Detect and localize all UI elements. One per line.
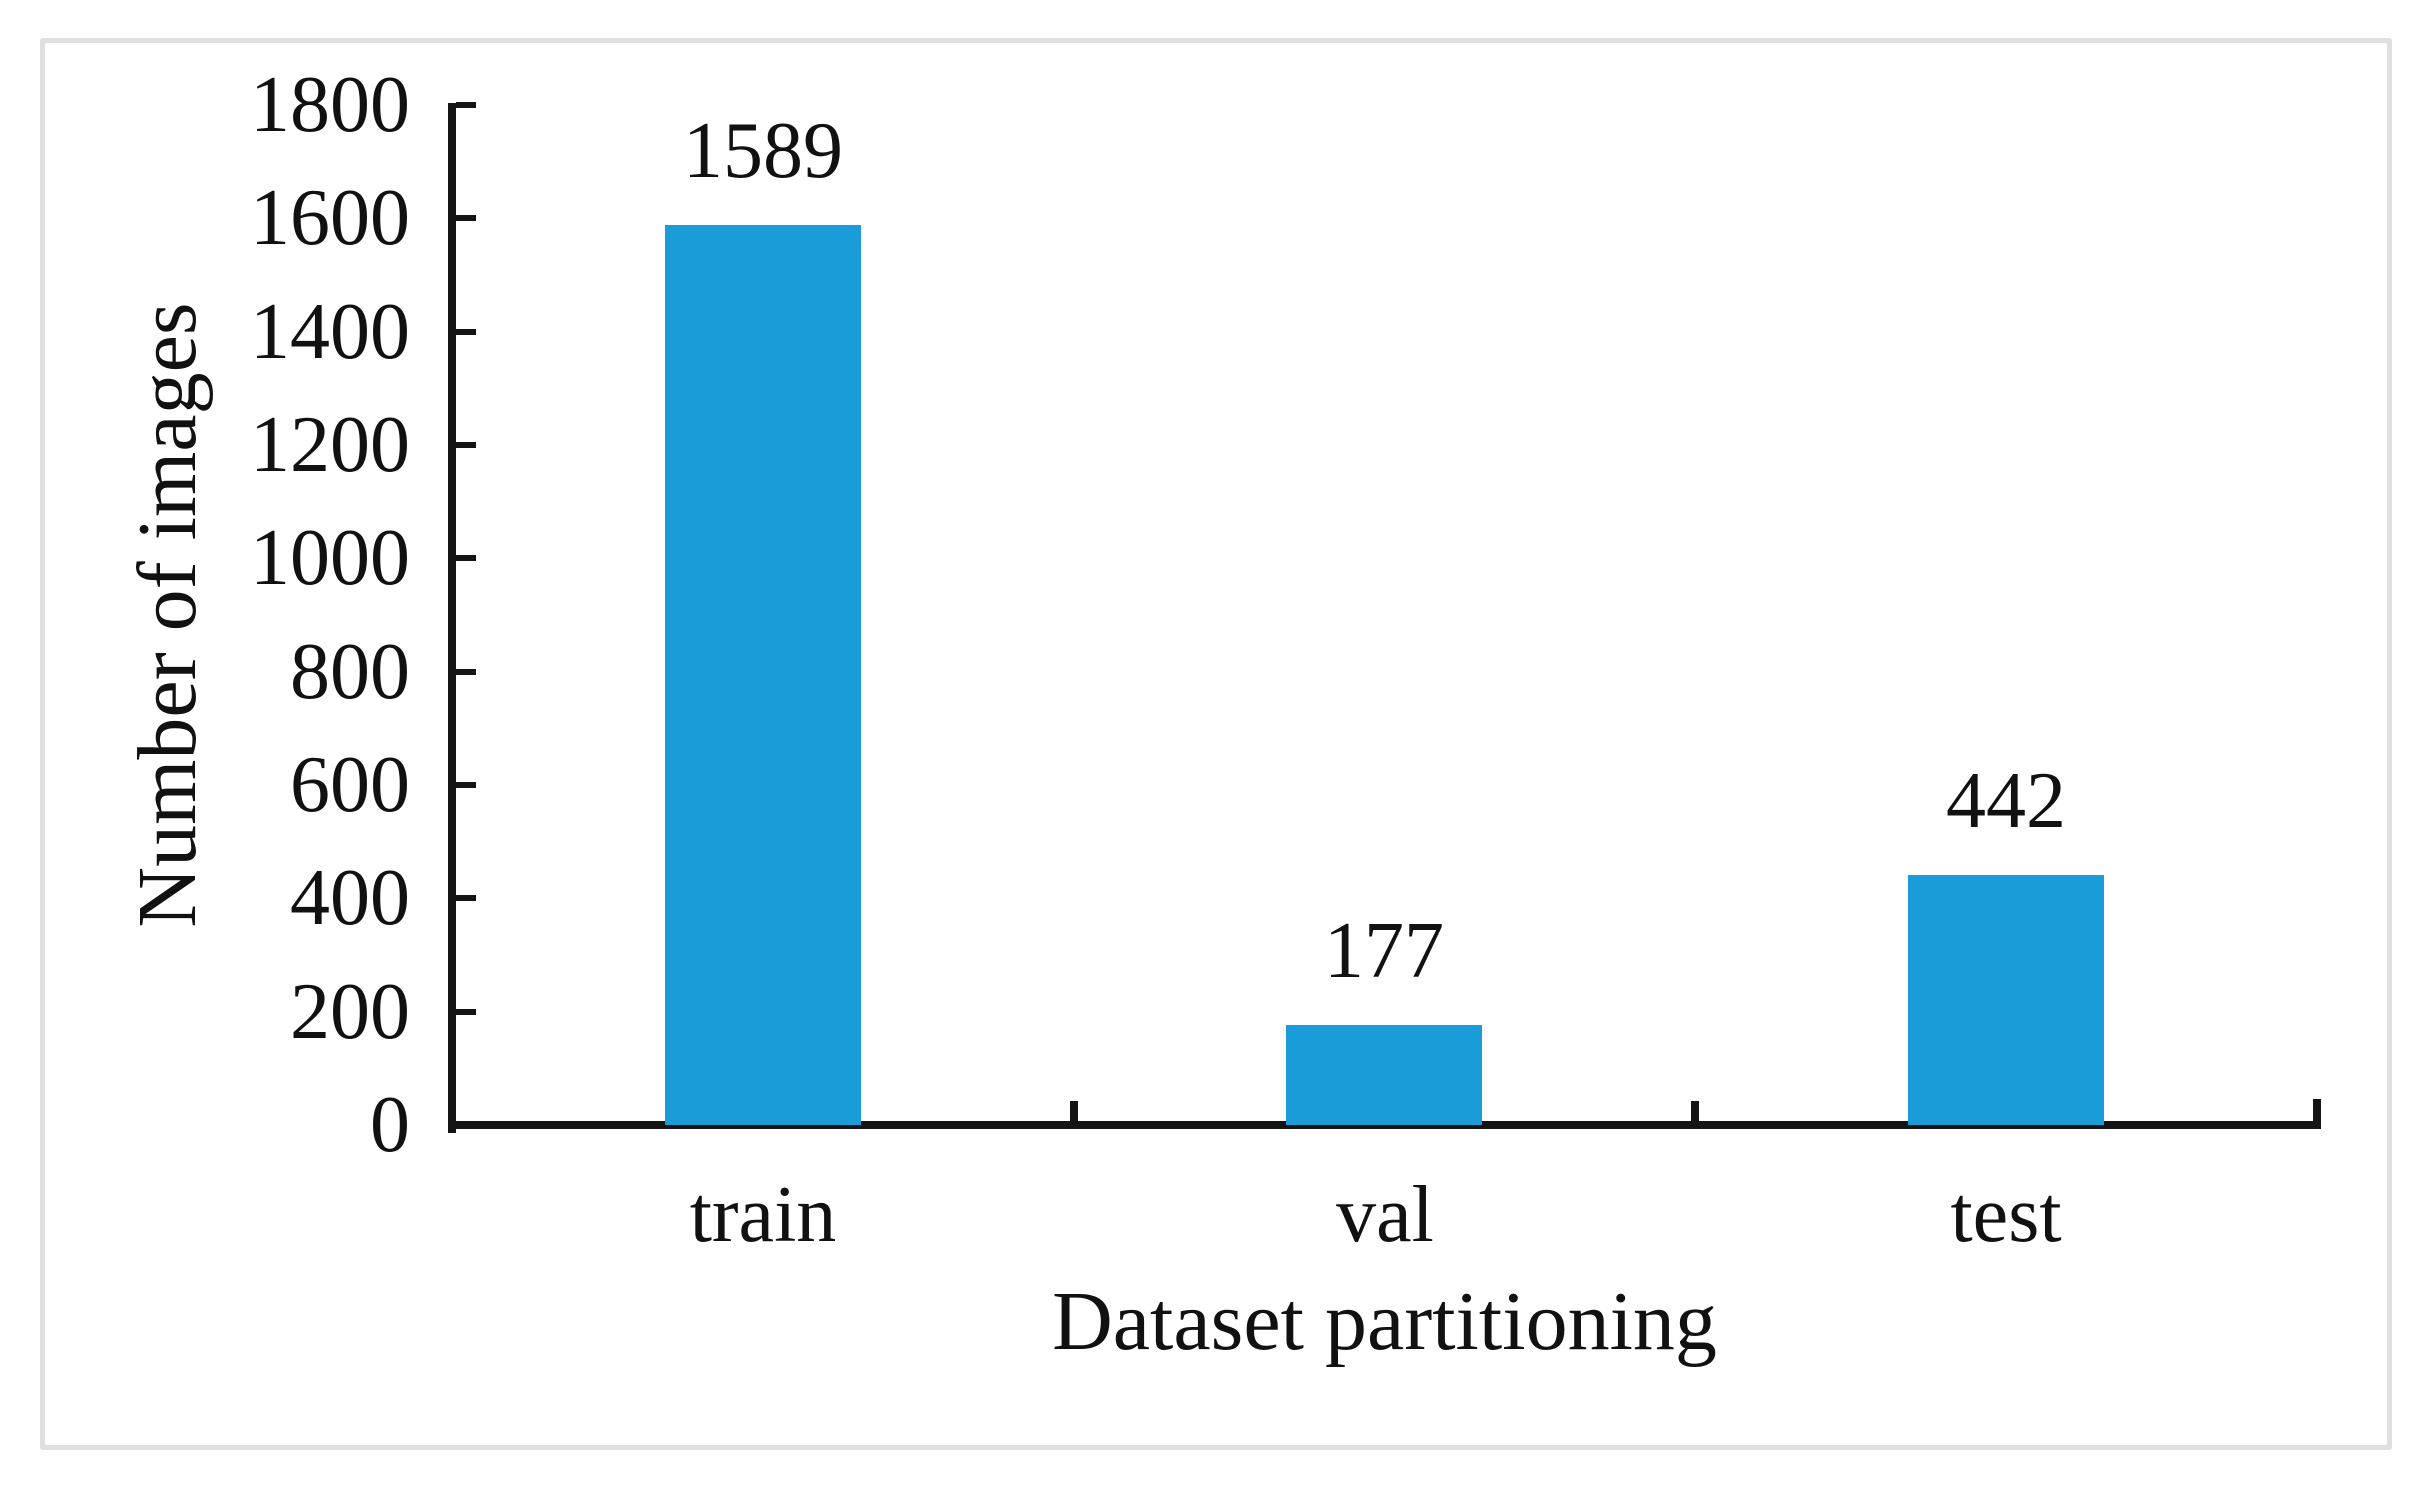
x-tick <box>1691 1101 1699 1121</box>
y-tick-label: 1000 <box>250 514 410 602</box>
bar-train <box>665 225 861 1125</box>
x-axis-title: Dataset partitioning <box>1052 1275 1717 1368</box>
bar-val <box>1286 1025 1482 1125</box>
x-axis-end-tick <box>2313 1099 2321 1125</box>
y-tick-label: 600 <box>290 741 410 829</box>
y-axis-line <box>448 103 456 1133</box>
y-tick-label: 1800 <box>250 61 410 149</box>
y-tick-label: 200 <box>290 968 410 1056</box>
bar-value-label: 1589 <box>683 107 843 195</box>
y-tick-label: 0 <box>370 1081 410 1169</box>
y-tick-label: 800 <box>290 628 410 716</box>
bar-value-label: 442 <box>1946 757 2066 845</box>
x-axis-line <box>448 1121 2321 1129</box>
x-category-label-val: val <box>1336 1171 1434 1259</box>
y-tick-label: 1400 <box>250 288 410 376</box>
y-tick <box>456 215 476 221</box>
y-tick <box>456 895 476 901</box>
figure-frame <box>40 38 2392 1450</box>
y-tick <box>456 555 476 561</box>
x-category-label-test: test <box>1950 1171 2062 1259</box>
bar-value-label: 177 <box>1324 907 1444 995</box>
x-tick <box>1070 1101 1078 1121</box>
y-tick-label: 400 <box>290 854 410 942</box>
y-tick <box>456 1009 476 1015</box>
x-category-label-train: train <box>689 1171 837 1259</box>
y-tick <box>456 442 476 448</box>
y-tick-label: 1600 <box>250 174 410 262</box>
y-tick <box>456 669 476 675</box>
bar-test <box>1908 875 2104 1125</box>
y-tick <box>456 782 476 788</box>
y-tick <box>456 102 476 108</box>
y-tick-label: 1200 <box>250 401 410 489</box>
y-tick <box>456 329 476 335</box>
